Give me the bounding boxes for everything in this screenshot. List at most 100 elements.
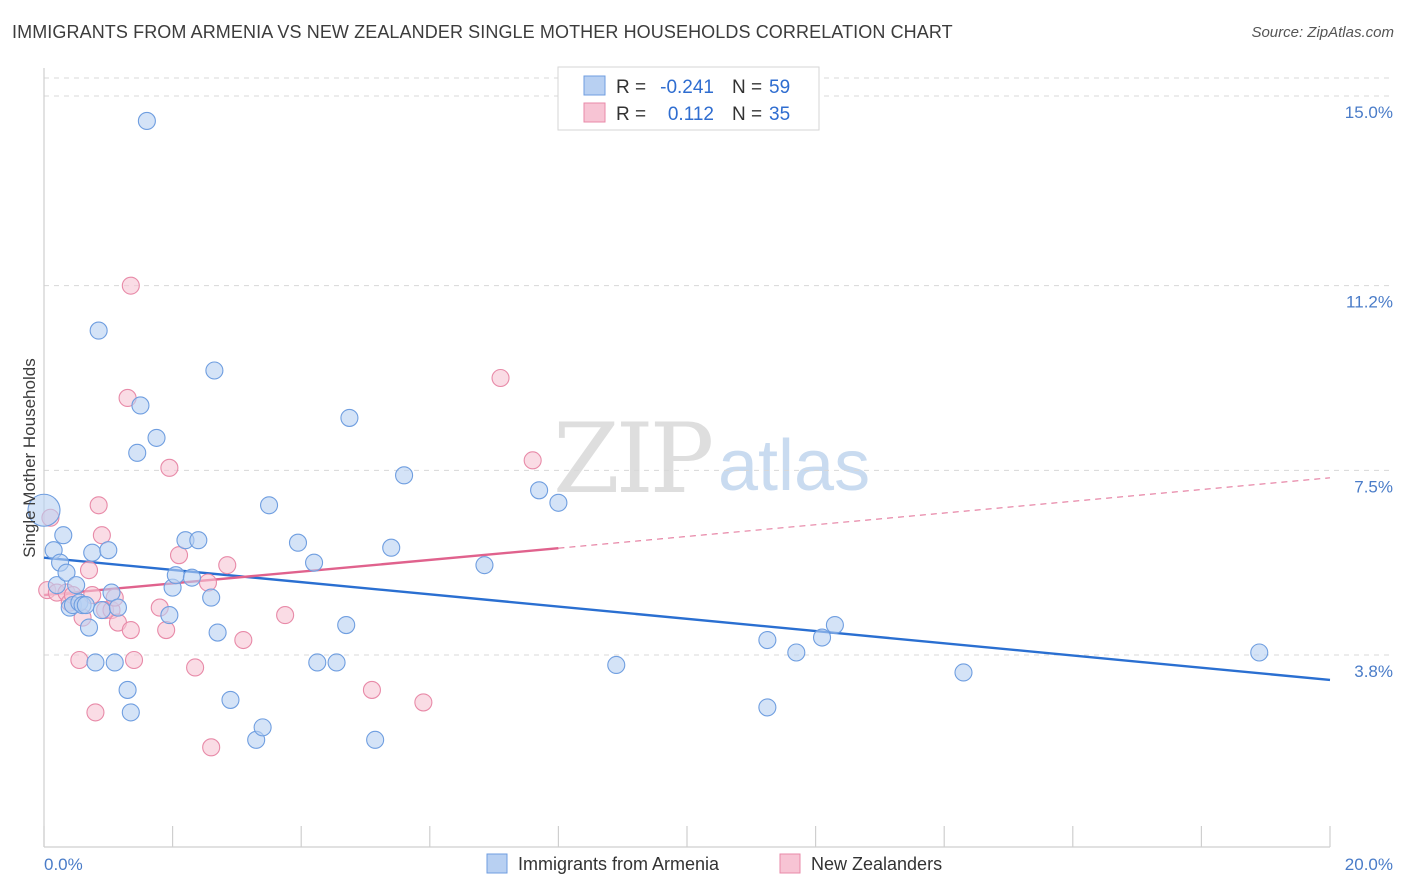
data-point-blue — [92, 601, 111, 620]
bottom-legend-swatch-blue — [486, 853, 508, 874]
data-point-blue — [147, 428, 166, 447]
legend-swatch-blue — [583, 75, 606, 96]
y-tick-label: 11.2% — [1346, 293, 1393, 312]
legend-r-value-blue: -0.241 — [660, 77, 714, 98]
data-point-blue — [47, 576, 66, 595]
data-point-blue — [607, 655, 626, 675]
data-point-pink — [89, 496, 108, 515]
data-point-blue — [253, 718, 272, 737]
data-point-blue — [202, 588, 221, 607]
data-point-pink — [160, 458, 179, 477]
data-point-pink — [121, 620, 140, 640]
watermark-atlas: atlas — [718, 426, 870, 506]
legend-r-label-blue: R = — [616, 77, 646, 98]
data-point-blue — [86, 653, 105, 672]
data-point-blue — [108, 598, 127, 617]
trend-layer — [43, 477, 1331, 682]
data-point-blue — [67, 576, 86, 595]
data-point-pink — [70, 650, 89, 670]
data-point-blue — [76, 596, 95, 615]
y-tick-label: 7.5% — [1354, 477, 1393, 496]
trend-line-dashed-pink — [558, 477, 1331, 549]
data-point-blue — [27, 493, 61, 527]
watermark-zip: ZIP — [553, 403, 712, 515]
bottom-legend: Immigrants from Armenia New Zealanders — [486, 853, 942, 874]
legend-n-label-pink: N = — [732, 104, 762, 125]
data-point-blue — [189, 531, 208, 550]
chart-title: IMMIGRANTS FROM ARMENIA VS NEW ZEALANDER… — [12, 22, 953, 42]
y-tick-label: 3.8% — [1354, 662, 1393, 681]
data-point-blue — [99, 541, 118, 560]
data-point-blue — [105, 653, 124, 672]
data-point-blue — [549, 493, 568, 512]
data-point-blue — [89, 321, 108, 340]
data-point-pink — [79, 561, 99, 580]
data-point-blue — [812, 628, 832, 647]
data-point-blue — [221, 690, 240, 709]
legend-n-value-blue: 59 — [769, 77, 790, 98]
axis-layer: 3.8% 7.5% 11.2% 15.0% 0.0% 20.0% — [43, 68, 1393, 874]
trend-line-blue — [43, 556, 1331, 682]
data-point-pink — [157, 620, 176, 640]
y-tick-label: 15.0% — [1345, 103, 1393, 122]
legend-box: R = -0.241 N = 59 R = 0.112 N = 35 — [557, 66, 820, 131]
y-axis-label: Single Mother Households — [20, 358, 39, 557]
data-point-pink — [121, 276, 140, 295]
data-point-blue — [208, 623, 227, 642]
data-point-blue — [530, 481, 549, 500]
data-point-pink — [234, 630, 253, 650]
data-point-blue — [825, 616, 844, 635]
data-point-pink — [276, 606, 295, 625]
data-point-blue — [83, 543, 102, 562]
data-point-blue — [259, 496, 279, 515]
data-point-blue — [954, 663, 973, 682]
data-point-pink — [414, 693, 433, 712]
bottom-legend-label-pink: New Zealanders — [811, 854, 942, 874]
data-point-blue — [308, 653, 327, 672]
x-tick-label-min: 0.0% — [44, 855, 83, 874]
bottom-legend-label-blue: Immigrants from Armenia — [518, 854, 720, 874]
data-point-blue — [382, 538, 401, 557]
data-point-blue — [288, 533, 308, 552]
data-point-pink — [362, 680, 381, 699]
data-point-pink — [523, 451, 542, 470]
data-point-pink — [198, 573, 218, 592]
data-point-blue — [166, 566, 185, 585]
data-point-blue — [102, 583, 121, 602]
x-tick-label-max: 20.0% — [1345, 855, 1393, 874]
data-point-blue — [182, 568, 201, 587]
data-point-blue — [79, 618, 99, 637]
points-layer — [27, 111, 1269, 757]
data-point-blue — [54, 526, 73, 545]
data-point-blue — [57, 563, 76, 582]
legend-n-value-pink: 35 — [769, 104, 790, 125]
data-point-blue — [340, 408, 359, 427]
data-point-pink — [86, 703, 105, 722]
data-point-pink — [92, 526, 111, 545]
data-point-pink — [169, 546, 189, 565]
data-point-blue — [160, 606, 179, 625]
grid-layer — [44, 77, 1392, 656]
bottom-legend-swatch-pink — [779, 853, 801, 874]
data-point-blue — [131, 396, 150, 415]
data-point-blue — [475, 556, 494, 575]
data-point-blue — [1250, 643, 1269, 662]
data-point-blue — [305, 553, 324, 572]
data-point-pink — [186, 658, 205, 677]
data-point-blue — [205, 361, 224, 380]
legend-swatch-pink — [583, 102, 606, 123]
data-point-blue — [128, 443, 147, 462]
source-credit: Source: ZipAtlas.com — [1251, 24, 1394, 41]
legend-n-label-blue: N = — [732, 77, 762, 98]
data-point-pink — [124, 650, 144, 670]
trend-line-pink — [43, 546, 559, 597]
data-point-pink — [202, 738, 221, 757]
data-point-blue — [758, 698, 777, 717]
data-point-blue — [121, 703, 140, 722]
data-point-pink — [491, 368, 510, 388]
data-point-blue — [118, 680, 137, 699]
data-point-blue — [395, 466, 414, 485]
data-point-blue — [787, 643, 806, 662]
legend-r-value-pink: 0.112 — [668, 104, 714, 125]
